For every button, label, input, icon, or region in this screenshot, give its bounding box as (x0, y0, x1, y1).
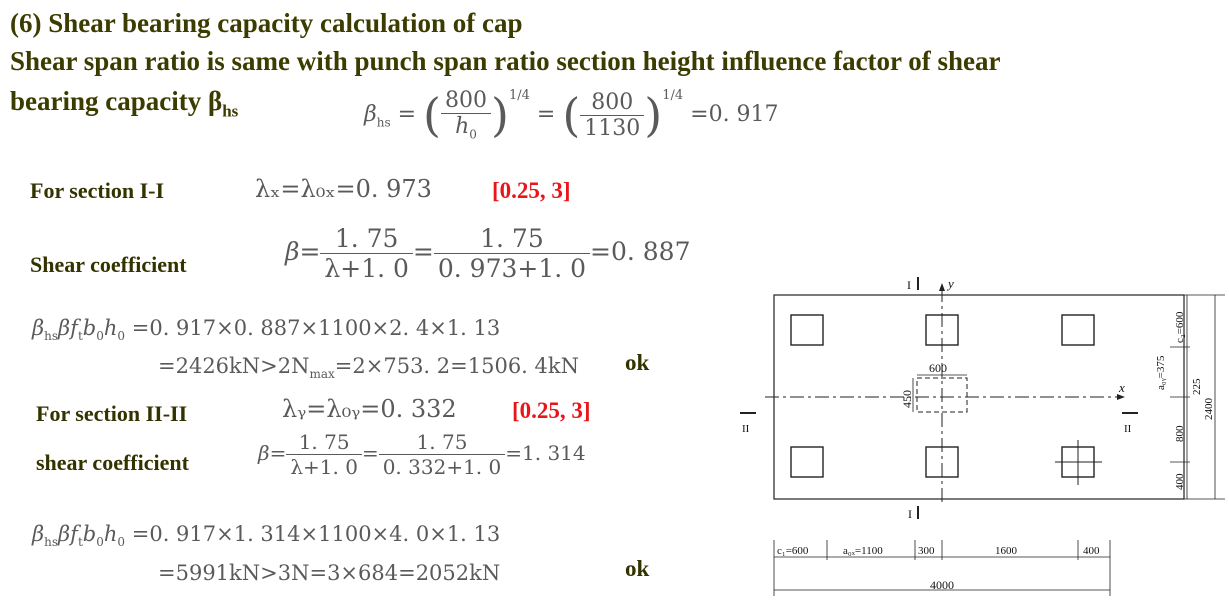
subheading-continued: bearing capacity βhs (10, 86, 239, 121)
section-1-capacity-line1: βhsβftb0h0 =0. 917×0. 887×1100×2. 4×1. 1… (32, 316, 501, 344)
dim-a0y: a₀ᵧ=375 (1155, 355, 1167, 390)
section-1-label: For section I-I (30, 178, 165, 203)
section-1-capacity-line2: =2426kN>2Nmax=2×753. 2=1506. 4kN (158, 354, 579, 382)
axis-y-label: y (946, 276, 954, 291)
column-depth-dim: 450 (900, 390, 914, 408)
beta-hs-formula: βhs = (800 h0)1/4 = (800 1130)1/4 =0. 917 (364, 87, 779, 142)
section-2-ok: ok (625, 556, 650, 581)
section-1-top-mark: I (907, 278, 911, 292)
section-2-capacity-line2: =5991kN>3N=3×684=2052kN (158, 561, 501, 585)
dim-4000: 4000 (930, 578, 954, 592)
section-2-left-mark: II (742, 423, 750, 435)
column-width-dim: 600 (929, 361, 947, 375)
section-2-right-mark: II (1124, 423, 1132, 435)
dim-400-horizontal: 400 (1083, 545, 1100, 557)
section-2-range: [0.25, 3] (512, 398, 591, 423)
section-2-lambda: λᵧ=λ₀ᵧ=0. 332 (282, 395, 457, 423)
column-outline (916, 377, 968, 413)
axis-x-label: x (1118, 380, 1125, 395)
section-heading: (6) Shear bearing capacity calculation o… (10, 8, 523, 38)
dim-1600: 1600 (995, 545, 1018, 557)
subheading: Shear span ratio is same with punch span… (10, 46, 1001, 76)
section-1-bottom-mark: I (908, 507, 912, 521)
section-2-beta-formula: β= 1. 75 λ+1. 0 = 1. 75 0. 332+1. 0 =1. 314 (258, 430, 586, 479)
section-1-lambda: λₓ=λ₀ₓ=0. 973 (255, 175, 432, 203)
pile-bottom-left (790, 446, 824, 478)
section-1-beta-formula: β= 1. 75 λ+1. 0 = 1. 75 0. 973+1. 0 =0. 887 (285, 224, 691, 283)
dim-225: 225 (1191, 378, 1203, 395)
section-2-label: For section II-II (36, 401, 188, 426)
section-2-coef-label: shear coefficient (36, 450, 189, 475)
section-2-capacity-line1: βhsβftb0h0 =0. 917×1. 314×1100×4. 0×1. 1… (32, 522, 501, 550)
dim-400-vertical: 400 (1174, 473, 1186, 490)
dim-2400: 2400 (1203, 398, 1215, 421)
section-1-range: [0.25, 3] (492, 178, 571, 203)
pile-top-left (790, 314, 824, 346)
dim-800: 800 (1174, 425, 1186, 442)
pile-cap-diagram: y x I I II II 600 450 c₂=600 a₀ᵧ=375 225… (740, 276, 1225, 596)
dim-a0x: a₀ₓ=1100 (843, 545, 883, 557)
section-1-ok: ok (625, 350, 650, 375)
section-1-coef-label: Shear coefficient (30, 252, 187, 277)
pile-top-right (1061, 314, 1095, 346)
dim-c2: c₂=600 (1174, 311, 1186, 343)
dim-300: 300 (918, 545, 935, 557)
dim-c1: c₁=600 (777, 545, 809, 557)
